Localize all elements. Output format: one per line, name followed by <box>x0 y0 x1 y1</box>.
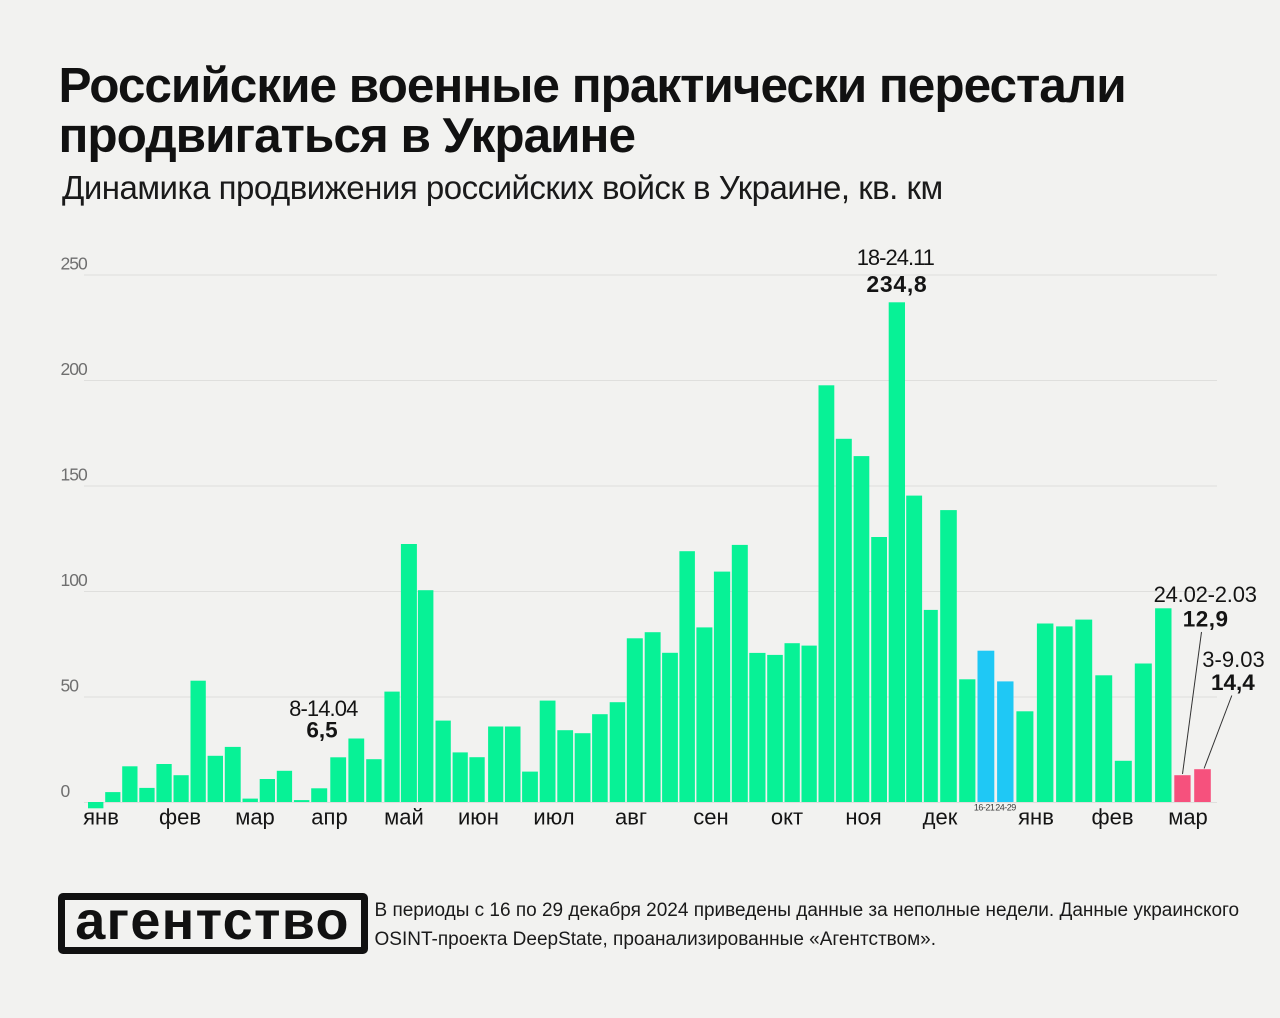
svg-text:12,9: 12,9 <box>1183 607 1229 632</box>
svg-text:150: 150 <box>61 465 88 485</box>
svg-text:18-24.11: 18-24.11 <box>857 245 935 270</box>
svg-text:янв: янв <box>83 805 119 830</box>
svg-text:июн: июн <box>458 805 499 830</box>
svg-text:50: 50 <box>61 676 80 696</box>
svg-text:ноя: ноя <box>845 805 881 830</box>
svg-text:мар: мар <box>235 805 275 830</box>
svg-text:16-21: 16-21 <box>974 803 995 813</box>
svg-text:250: 250 <box>61 254 88 274</box>
svg-text:0: 0 <box>61 781 71 801</box>
svg-text:234,8: 234,8 <box>866 271 927 297</box>
svg-text:апр: апр <box>311 805 347 830</box>
svg-text:8-14.04: 8-14.04 <box>289 696 358 721</box>
svg-text:14,4: 14,4 <box>1211 670 1255 695</box>
svg-text:фев: фев <box>1091 805 1133 830</box>
svg-text:100: 100 <box>61 570 88 590</box>
svg-text:24-29: 24-29 <box>995 803 1016 813</box>
svg-text:июл: июл <box>533 805 574 830</box>
svg-text:окт: окт <box>771 805 803 830</box>
svg-text:авг: авг <box>615 805 647 830</box>
svg-text:фев: фев <box>159 805 201 830</box>
svg-text:дек: дек <box>923 805 958 830</box>
svg-text:сен: сен <box>693 805 728 830</box>
svg-text:май: май <box>384 805 424 830</box>
svg-text:24.02-2.03: 24.02-2.03 <box>1154 582 1257 607</box>
svg-text:3-9.03: 3-9.03 <box>1202 647 1264 672</box>
svg-text:200: 200 <box>61 359 88 379</box>
svg-text:мар: мар <box>1168 805 1208 830</box>
svg-text:янв: янв <box>1018 805 1054 830</box>
svg-text:6,5: 6,5 <box>306 717 337 742</box>
